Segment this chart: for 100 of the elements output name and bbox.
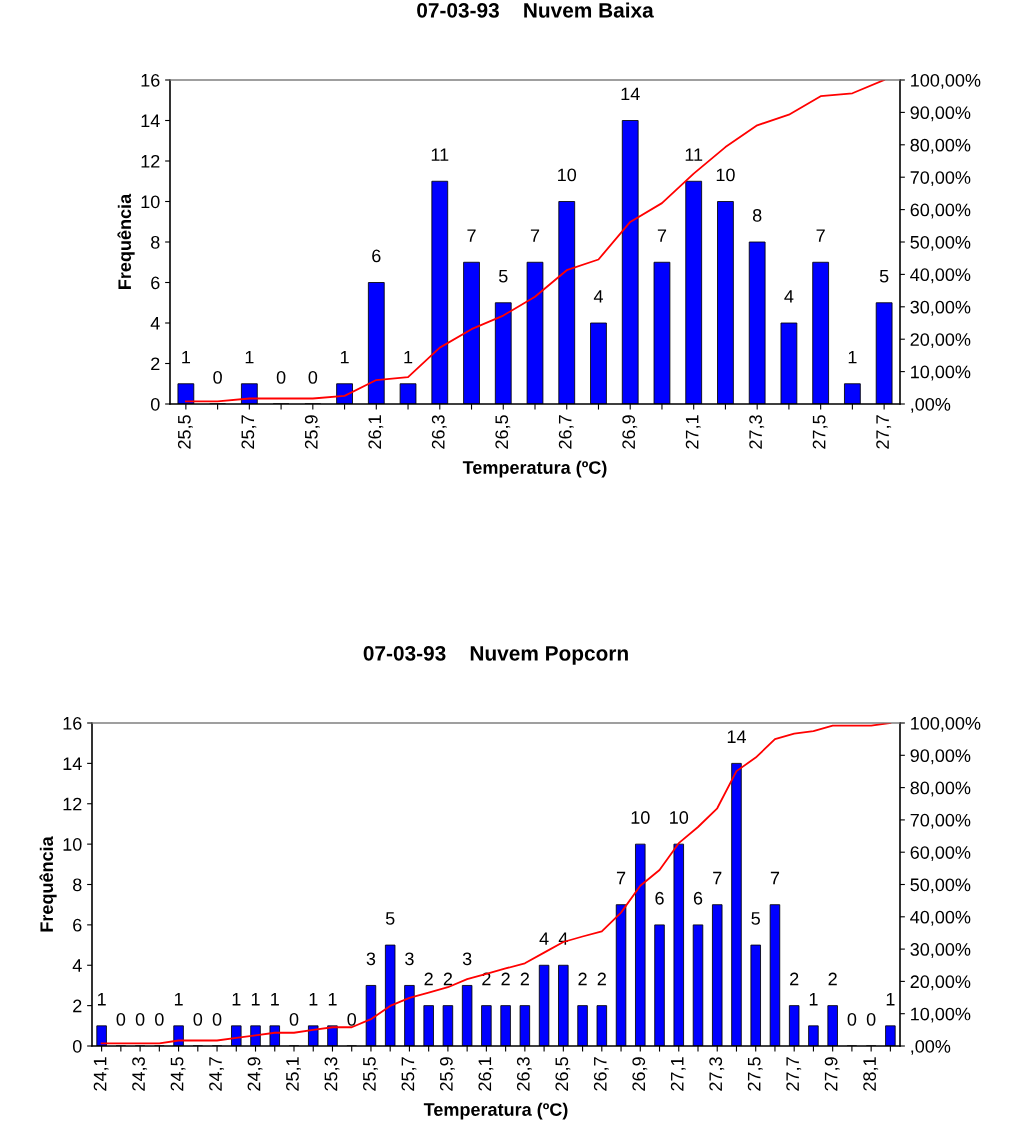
data-label: 0 — [213, 370, 222, 384]
y2-tick-label: ,00% — [911, 397, 951, 413]
data-label: 5 — [879, 269, 889, 283]
y2-tick-label: 100,00% — [911, 73, 981, 89]
y2-tick-label: 20,00% — [910, 975, 971, 991]
x-tick-label: 27,9 — [824, 1057, 840, 1091]
y-tick-label: 8 — [151, 235, 160, 249]
data-label: 7 — [530, 229, 540, 242]
x-tick-label: 27,1 — [685, 415, 701, 449]
y2-tick-label: 10,00% — [911, 365, 971, 381]
data-label: 1 — [174, 992, 183, 1006]
data-label: 4 — [539, 932, 549, 945]
x-axis-title: Temperatura (ºC) — [462, 460, 607, 478]
x-tick-label: 26,7 — [593, 1057, 609, 1091]
y2-tick-label: 20,00% — [910, 333, 971, 349]
y-tick-label: 14 — [63, 757, 82, 770]
x-tick-label: 25,5 — [177, 415, 193, 449]
y2-tick-label: 70,00% — [910, 813, 971, 829]
data-label: 2 — [597, 972, 606, 986]
data-label: 7 — [816, 229, 825, 242]
y-tick-label: 0 — [150, 397, 160, 411]
y-tick-label: 10 — [141, 195, 160, 209]
data-label: 5 — [751, 912, 760, 925]
x-tick-label: 24,9 — [247, 1057, 263, 1091]
data-label: 10 — [631, 811, 650, 824]
y2-tick-label: 50,00% — [910, 235, 971, 251]
y-tick-label: 6 — [151, 276, 160, 290]
data-label: 1 — [809, 992, 818, 1006]
data-label: 2 — [828, 972, 837, 986]
x-tick-label: 26,9 — [632, 1057, 648, 1091]
x-tick-label: 28,1 — [863, 1057, 879, 1091]
y2-tick-label: 10,00% — [911, 1007, 971, 1023]
data-label: 6 — [372, 249, 381, 263]
data-label: 3 — [462, 952, 472, 966]
data-label: 0 — [276, 370, 286, 384]
y-tick-label: 4 — [150, 317, 160, 330]
x-tick-label: 25,1 — [286, 1057, 301, 1091]
data-label: 1 — [232, 992, 241, 1006]
y2-tick-label: 100,00% — [911, 716, 981, 732]
x-tick-label: 27,7 — [786, 1057, 802, 1091]
data-label: 7 — [657, 229, 667, 242]
data-label: 0 — [116, 1012, 126, 1026]
data-label: 1 — [97, 992, 106, 1006]
x-tick-label: 25,7 — [241, 415, 257, 449]
data-label: 0 — [847, 1012, 857, 1026]
data-label: 5 — [498, 269, 508, 283]
data-label: 7 — [770, 871, 780, 885]
x-tick-label: 24,3 — [132, 1057, 148, 1091]
x-tick-label: 24,5 — [170, 1057, 186, 1091]
data-label: 2 — [501, 972, 510, 986]
data-label: 1 — [404, 350, 413, 364]
y-tick-label: 0 — [72, 1039, 82, 1053]
data-label: 1 — [340, 350, 349, 364]
data-label: 3 — [366, 952, 376, 966]
x-tick-label: 26,3 — [431, 415, 447, 449]
data-label: 1 — [848, 350, 857, 364]
data-label: 0 — [308, 370, 318, 384]
y-tick-label: 16 — [141, 73, 160, 87]
data-label: 0 — [193, 1012, 203, 1026]
y-tick-label: 2 — [73, 999, 82, 1013]
data-label: 2 — [424, 972, 433, 986]
y2-tick-label: 60,00% — [910, 203, 971, 219]
x-tick-label: 24,1 — [93, 1057, 109, 1091]
x-tick-label: 27,3 — [709, 1057, 725, 1091]
y2-tick-label: 40,00% — [910, 910, 971, 926]
y-tick-label: 12 — [141, 154, 160, 168]
data-label: 10 — [558, 168, 577, 182]
x-tick-label: 26,7 — [558, 415, 574, 449]
y2-tick-label: 70,00% — [910, 171, 971, 187]
y-axis-title: Frequência — [117, 193, 135, 289]
data-label: 8 — [752, 208, 762, 222]
y2-tick-label: 30,00% — [910, 943, 971, 958]
y2-tick-label: ,00% — [911, 1039, 951, 1055]
y-tick-label: 6 — [73, 918, 82, 932]
y2-tick-label: 50,00% — [910, 878, 971, 894]
chart-title: 07-03-93 Nuvem Popcorn — [363, 645, 628, 665]
x-tick-label: 24,7 — [209, 1057, 225, 1091]
data-label: 0 — [212, 1012, 222, 1026]
data-label: 14 — [727, 730, 746, 743]
y-tick-label: 16 — [63, 716, 82, 730]
data-label: 7 — [467, 229, 476, 242]
data-label: 0 — [289, 1012, 299, 1026]
x-tick-label: 26,1 — [368, 415, 384, 449]
x-tick-label: 26,1 — [478, 1057, 494, 1091]
chart-title: 07-03-93 Nuvem Baixa — [417, 2, 654, 18]
y2-tick-label: 80,00% — [910, 781, 971, 797]
x-axis-title: Temperatura (ºC) — [423, 1102, 568, 1120]
y2-tick-label: 60,00% — [910, 846, 971, 862]
data-label: 3 — [405, 952, 414, 966]
data-label: 10 — [716, 168, 735, 182]
data-label: 1 — [182, 350, 191, 364]
x-tick-label: 25,9 — [439, 1057, 455, 1091]
x-tick-label: 25,7 — [401, 1057, 417, 1091]
data-label: 2 — [790, 972, 799, 986]
data-label: 11 — [431, 148, 449, 161]
y2-tick-label: 80,00% — [910, 138, 971, 154]
y2-tick-label: 90,00% — [910, 106, 971, 122]
y-tick-label: 12 — [63, 797, 82, 811]
x-tick-label: 26,5 — [555, 1057, 571, 1091]
data-label: 7 — [713, 871, 722, 885]
